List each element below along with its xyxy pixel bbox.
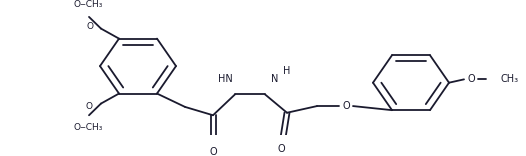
Text: O: O <box>277 144 285 154</box>
Text: HN: HN <box>218 74 232 84</box>
Text: CH₃: CH₃ <box>500 74 518 84</box>
Text: O‒CH₃: O‒CH₃ <box>73 0 103 9</box>
Text: H: H <box>284 66 291 76</box>
Text: O: O <box>342 101 350 111</box>
Text: O: O <box>86 22 93 31</box>
Text: O‒CH₃: O‒CH₃ <box>73 123 103 132</box>
Text: O: O <box>209 147 217 156</box>
Text: O: O <box>86 102 93 111</box>
Text: O: O <box>467 74 475 84</box>
Text: N: N <box>271 74 279 84</box>
